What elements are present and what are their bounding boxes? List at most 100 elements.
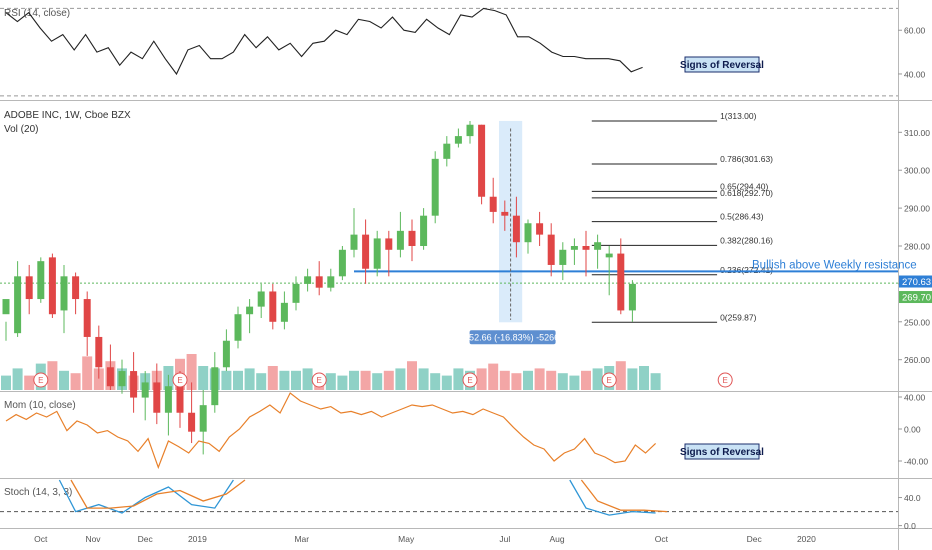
candle-body [559,249,567,265]
candle-body [234,314,242,341]
volume-bar [453,368,464,390]
volume-bar [82,356,93,390]
candle-body [246,306,254,315]
measure-label-text: -52.66 (-16.83%) -5266 [466,332,559,342]
axis-tick-label: 60.00 [904,26,926,36]
volume-bar [256,373,267,390]
momentum-line [5,392,657,470]
candle-body [222,340,230,368]
volume-bar [546,370,557,390]
time-axis: Oct Nov Dec 2019 Mar May Jul Aug Oct Dec 2020 [34,534,816,544]
earnings-marker [311,372,327,388]
time-axis-label: Oct [655,534,669,544]
candle-body [466,124,474,137]
earnings-marker [601,372,617,388]
candle-body [141,382,149,398]
candle-body [489,196,497,212]
rsi-panel[interactable]: RSI (14, close) 60.00 40.00 Signs of Reve… [0,7,926,97]
candle-body [83,299,91,337]
candle-body [211,367,219,406]
volume-bar [534,368,545,390]
candle-body [48,257,56,315]
time-axis-label: May [398,534,415,544]
candle-body [373,238,381,269]
volume-bar [557,373,568,390]
fib-level-label: 0.236(272.41) [720,265,773,275]
rsi-title: RSI (14, close) [4,8,70,19]
candle-body [199,405,207,432]
candle-body [582,246,590,250]
momentum-panel[interactable]: Mom (10, close) 40.00 0.00 -40.00 Signs of… [4,392,928,470]
time-axis-label: Mar [294,534,309,544]
chart-title: ADOBE INC, 1W, Cboe BZX [4,110,131,121]
time-axis-label: Jul [499,534,510,544]
fib-level-label: 0(259.87) [720,312,757,322]
candle-body [176,386,184,413]
candle-body [362,234,370,269]
candle-body [118,371,126,387]
volume-bar [291,370,301,390]
candle-body [106,367,114,387]
volume-bar [1,375,11,390]
axis-tick-label: 0.0 [904,521,916,531]
candle-body [280,302,288,322]
volume-bar [407,361,417,390]
fib-level-label: 0.786(301.63) [720,154,773,164]
fib-level-label: 0.5(286.43) [720,212,764,222]
volume-bar [383,370,394,390]
time-axis-label: Nov [85,534,101,544]
candle-body [408,230,416,246]
candle-body [14,276,22,334]
candle-body [2,299,10,315]
volume-bar [244,368,255,390]
volume-bar [639,366,649,390]
candle-body [95,336,103,368]
earnings-marker [33,372,49,388]
volume-bar [93,368,104,390]
earnings-label: E [38,376,43,385]
rsi-badge-label: Signs of Reversal [680,60,764,71]
volume-bar [233,370,243,390]
time-axis-label: 2019 [188,534,207,544]
candle-body [130,371,138,398]
volume-bar [650,373,661,390]
earnings-marker [717,372,733,388]
candle-body [628,283,636,311]
earnings-label: E [607,376,612,385]
volume-bar [523,370,533,390]
candle-body [72,276,80,300]
axis-tick-label: 280.00 [904,242,930,252]
candle-body [478,124,486,197]
candle-body [594,242,602,250]
volume-bar [349,370,359,390]
candle-body [304,276,312,284]
candle-body [431,158,439,216]
volume-bar [372,373,383,390]
time-axis-label: 2020 [797,534,816,544]
time-axis-label: Aug [549,534,564,544]
volume-bar [418,368,429,390]
candle-body [396,230,404,250]
volume-bar [267,366,278,390]
earnings-label: E [467,376,472,385]
last-price-tag: 270.63 [899,275,932,288]
price-panel[interactable]: ADOBE INC, 1W, Cboe BZX Vol (20) 310.00 3… [0,110,932,455]
volume-bar [24,375,35,390]
axis-tick-label: -40.00 [904,457,928,467]
fib-level-label: 0.382(280.16) [720,235,773,245]
volume-bar [325,373,336,390]
candle-body [420,215,428,246]
volume-bar [615,361,626,390]
candle-body [338,249,346,277]
volume-bar [627,368,638,390]
rsi-axis-ticks: 60.00 40.00 [898,26,926,79]
candle-body [25,276,33,300]
candle-body [536,223,544,235]
candle-body [617,253,625,311]
axis-tick-label: 250.00 [904,317,930,327]
earnings-label: E [317,376,322,385]
price-axis-ticks: 310.00300.00290.00280.00270.00260.00250.… [898,128,930,365]
stochastic-panel[interactable]: Stoch (14, 3, 3) 40.0 0.0 [0,479,921,531]
